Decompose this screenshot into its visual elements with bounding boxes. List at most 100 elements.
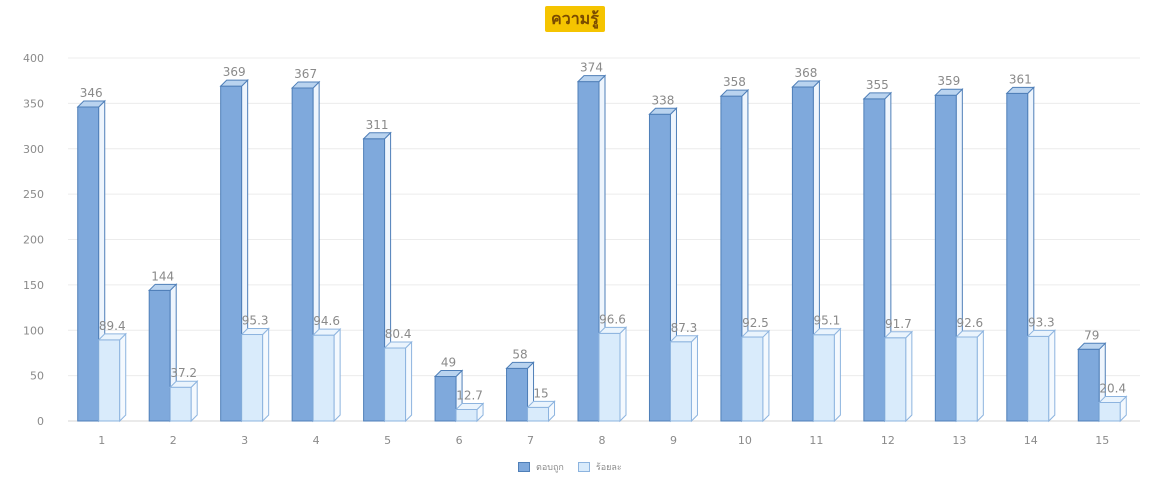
bar-top-s1-6 <box>433 370 464 378</box>
bar-top-s1-1 <box>76 100 106 108</box>
y-tick-label: 200 <box>23 234 44 247</box>
bar-top-s2-6 <box>454 402 485 410</box>
x-tick-label: 8 <box>599 434 606 447</box>
data-label-s1-4: 367 <box>294 67 317 81</box>
bar-top-s1-12 <box>862 92 893 100</box>
bar-top-s2-7 <box>526 400 556 408</box>
data-label-s1-7: 58 <box>512 347 527 361</box>
bar-side-s2-9 <box>690 334 698 423</box>
bar-side-s2-2 <box>190 380 198 423</box>
bar-s1-5 <box>363 138 386 422</box>
data-label-s1-5: 311 <box>366 118 389 132</box>
y-tick-label: 300 <box>23 143 44 156</box>
x-tick-label: 3 <box>241 434 248 447</box>
data-label-s2-15: 20.4 <box>1099 381 1126 395</box>
bar-top-s1-7 <box>505 361 535 369</box>
data-label-s1-1: 346 <box>80 86 103 100</box>
bar-s1-13 <box>934 94 957 422</box>
y-tick-label: 50 <box>30 370 44 383</box>
bar-top-s2-15 <box>1098 395 1128 403</box>
bar-top-s1-15 <box>1077 342 1107 350</box>
data-label-s1-14: 361 <box>1009 72 1032 86</box>
x-tick-label: 1 <box>98 434 105 447</box>
data-label-s2-13: 92.6 <box>956 316 983 330</box>
bar-top-s2-3 <box>240 328 270 336</box>
bar-top-s2-14 <box>1026 329 1057 337</box>
bar-s2-15 <box>1098 401 1121 422</box>
bar-top-s1-4 <box>290 81 321 89</box>
bar-top-s1-2 <box>147 283 178 291</box>
data-label-s2-3: 95.3 <box>242 314 269 328</box>
x-tick-label: 10 <box>738 434 752 447</box>
bar-s1-1 <box>77 106 100 422</box>
data-label-s1-13: 359 <box>937 74 960 88</box>
data-label-s2-2: 37.2 <box>170 366 197 380</box>
x-tick-label: 13 <box>952 434 966 447</box>
x-tick-label: 9 <box>670 434 677 447</box>
legend-swatch-series-2 <box>577 462 590 472</box>
bar-side-s2-11 <box>833 327 841 423</box>
bar-top-s2-10 <box>740 330 771 338</box>
bar-s1-6 <box>434 376 457 422</box>
x-tick-label: 6 <box>456 434 463 447</box>
data-label-s2-5: 80.4 <box>385 327 412 341</box>
bar-side-s2-12 <box>905 330 913 423</box>
bar-top-s1-9 <box>648 107 678 115</box>
bar-s2-7 <box>527 406 550 422</box>
data-label-s1-3: 369 <box>223 65 246 79</box>
bar-side-s2-4 <box>333 327 341 423</box>
bar-s2-11 <box>812 334 835 422</box>
bar-side-s2-10 <box>762 329 770 423</box>
y-tick-label: 100 <box>23 324 44 337</box>
bar-side-s2-8 <box>619 326 627 423</box>
bar-s2-10 <box>741 336 764 422</box>
data-label-s1-11: 368 <box>794 66 817 80</box>
bar-s1-8 <box>577 81 600 422</box>
bar-s1-12 <box>863 98 886 422</box>
data-label-s2-8: 96.6 <box>599 312 626 326</box>
bar-s1-3 <box>220 85 243 422</box>
x-tick-label: 12 <box>881 434 895 447</box>
data-label-s2-1: 89.4 <box>99 319 126 333</box>
legend: ตอบถูก ร้อยละ <box>518 460 622 474</box>
data-label-s1-9: 338 <box>652 93 675 107</box>
bar-top-s2-1 <box>97 333 127 341</box>
data-label-s2-4: 94.6 <box>313 314 340 328</box>
data-label-s1-6: 49 <box>441 356 456 370</box>
data-label-s2-14: 93.3 <box>1028 315 1055 329</box>
bar-top-s1-13 <box>934 88 964 96</box>
x-tick-label: 5 <box>384 434 391 447</box>
bar-top-s2-9 <box>669 335 699 343</box>
bar-side-s2-13 <box>976 329 984 423</box>
bar-side-s2-5 <box>405 340 413 423</box>
data-label-s1-10: 358 <box>723 75 746 89</box>
y-tick-label: 150 <box>23 279 44 292</box>
bar-side-s2-3 <box>262 327 270 423</box>
bar-s1-15 <box>1077 348 1100 422</box>
bar-s2-9 <box>669 341 692 422</box>
bar-top-s2-5 <box>383 341 413 349</box>
data-label-s2-6: 12.7 <box>456 388 483 402</box>
bar-s2-13 <box>955 336 978 422</box>
bar-top-s2-2 <box>168 380 199 388</box>
bar-top-s1-5 <box>362 132 392 140</box>
data-label-s1-8: 374 <box>580 61 603 75</box>
bar-top-s1-14 <box>1005 86 1036 94</box>
bar-s1-4 <box>291 87 314 422</box>
y-tick-label: 350 <box>23 97 44 110</box>
x-tick-label: 7 <box>527 434 534 447</box>
legend-label-series-1: ตอบถูก <box>536 463 564 473</box>
bar-s2-2 <box>169 386 192 422</box>
bar-s2-3 <box>241 334 264 422</box>
bar-top-s1-10 <box>719 89 750 97</box>
chart-title: ความรู้ <box>545 6 605 32</box>
bar-top-s1-3 <box>219 79 249 87</box>
bar-side-s2-1 <box>119 332 127 423</box>
bar-top-s2-8 <box>597 326 628 334</box>
bar-s2-4 <box>312 334 335 422</box>
bar-s1-7 <box>506 367 529 422</box>
x-tick-label: 11 <box>809 434 823 447</box>
data-label-s2-11: 95.1 <box>814 314 841 328</box>
bar-s1-9 <box>648 113 671 422</box>
